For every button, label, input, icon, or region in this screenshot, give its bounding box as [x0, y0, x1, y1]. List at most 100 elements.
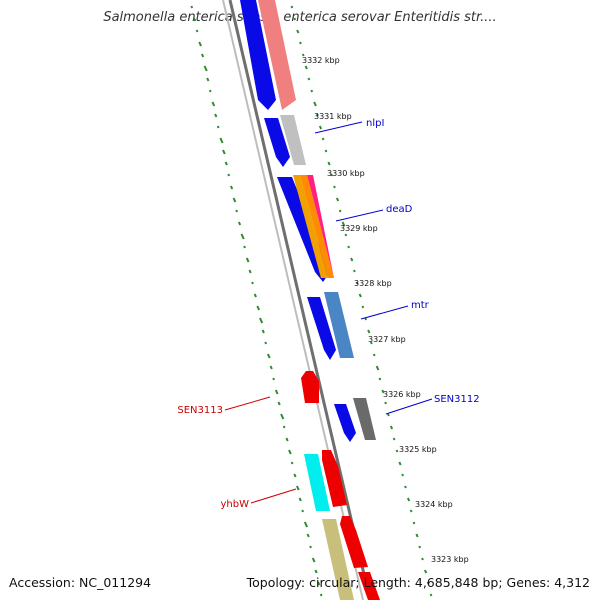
forward-cog-track	[258, 0, 376, 440]
gc-tick	[395, 449, 399, 453]
gc-tick	[290, 461, 294, 465]
leader-nlpI	[314, 121, 363, 134]
gc-tick	[344, 233, 348, 237]
gene-arrow-upstream[interactable]	[240, 0, 276, 110]
gc-tick	[412, 521, 416, 525]
gc-tick	[317, 581, 321, 586]
gc-tick	[318, 125, 323, 130]
gc-tick	[230, 185, 234, 190]
gc-tick	[198, 41, 202, 47]
gc-tick	[299, 41, 302, 45]
gc-tick	[203, 65, 208, 72]
gc-tick	[243, 245, 246, 249]
gc-tick	[381, 389, 385, 394]
gene-arrow-edge[interactable]	[358, 572, 380, 600]
gc-tick	[259, 317, 264, 324]
gc-tick	[310, 89, 314, 93]
kbp-label: 3329 kbp	[340, 224, 378, 233]
gc-tick	[341, 221, 346, 227]
gc-tick	[266, 353, 271, 359]
gc-tick	[321, 137, 325, 141]
gc-tick	[358, 293, 362, 298]
gene-label-SEN3113[interactable]: SEN3113	[177, 405, 223, 416]
gc-tick	[274, 389, 279, 395]
gc-tick	[232, 197, 237, 203]
gc-tick	[251, 281, 254, 285]
gc-tick	[277, 401, 281, 406]
gc-tick	[296, 29, 300, 34]
gc-tick	[282, 425, 286, 429]
gene-label-nlpI[interactable]: nlpI	[366, 118, 384, 129]
gc-tick	[303, 521, 309, 528]
gc-tick	[208, 89, 212, 93]
gc-tick	[406, 497, 411, 502]
gc-tick	[316, 113, 319, 117]
gene-arrow-SEN3113[interactable]	[301, 371, 319, 403]
gc-tick	[384, 401, 387, 405]
gene-label-mtr[interactable]: mtr	[411, 300, 430, 311]
gc-tick	[404, 485, 407, 489]
gc-tick	[264, 341, 268, 345]
gene-label-yhbW[interactable]: yhbW	[221, 499, 250, 510]
gc-tick	[307, 77, 311, 81]
gc-tick	[338, 209, 342, 213]
gc-tick	[370, 341, 373, 345]
gc-tick	[216, 125, 220, 129]
gc-tick	[214, 113, 218, 118]
map-title: Salmonella enterica subsp. enterica sero…	[103, 10, 497, 25]
genome-summary: Topology: circular; Length: 4,685,848 bp…	[246, 575, 590, 590]
reverse-cds-track	[301, 371, 380, 600]
gc-tick	[367, 329, 371, 334]
gene-labels: nlpI deaD mtr SEN3112 SEN3113 yhbW	[177, 118, 479, 510]
leader-mtr	[360, 305, 409, 320]
gc-tick	[222, 149, 226, 155]
gc-tick	[361, 305, 365, 309]
gene-arrow-mtr[interactable]	[307, 297, 336, 360]
gc-tick	[193, 17, 197, 22]
kbp-label: 3325 kbp	[399, 445, 437, 454]
gene-arrow-nlpI[interactable]	[264, 118, 290, 167]
gc-tick	[330, 173, 333, 177]
gc-tick	[240, 233, 245, 240]
gc-tick	[280, 413, 285, 420]
gc-tick	[285, 437, 289, 442]
gc-tick	[372, 353, 376, 357]
gc-tick	[347, 245, 351, 249]
kbp-label: 3326 kbp	[383, 390, 421, 399]
gc-tick	[298, 497, 302, 502]
gc-tick	[327, 161, 331, 166]
gc-tick	[389, 425, 394, 430]
label-leaders	[224, 121, 433, 504]
gc-tick	[211, 101, 216, 107]
gc-tick	[235, 209, 239, 213]
gc-tick	[290, 5, 294, 9]
gc-tick	[375, 365, 380, 371]
gc-tick	[429, 593, 433, 597]
gene-arrow-yhbW[interactable]	[322, 450, 347, 507]
kbp-label: 3331 kbp	[314, 112, 352, 121]
gc-tick	[313, 101, 317, 107]
gene-arrow-SEN3112[interactable]	[334, 404, 356, 442]
cog-band-mtr	[324, 292, 354, 358]
gene-label-deaD[interactable]: deaD	[386, 204, 413, 215]
gc-tick	[306, 533, 310, 538]
gc-tick	[272, 377, 275, 381]
gc-tick	[224, 161, 228, 166]
gc-tick	[253, 293, 257, 298]
cog-band-nlpI	[280, 115, 306, 165]
gc-tick	[352, 269, 356, 273]
gc-tick	[364, 317, 368, 321]
gene-label-SEN3112[interactable]: SEN3112	[434, 394, 480, 405]
gc-tick	[304, 65, 308, 70]
gc-tick	[301, 509, 305, 513]
gc-tick	[293, 473, 297, 478]
gc-tick	[256, 305, 261, 311]
kbp-label: 3332 kbp	[302, 56, 340, 65]
kbp-axis: 3332 kbp 3331 kbp 3330 kbp 3329 kbp 3328…	[302, 56, 469, 564]
gc-tick	[418, 545, 422, 549]
gc-skew-track	[190, 5, 433, 597]
gc-tick	[333, 185, 336, 189]
leader-yhbW	[250, 488, 297, 504]
gene-arrow-downstream[interactable]	[340, 516, 368, 568]
